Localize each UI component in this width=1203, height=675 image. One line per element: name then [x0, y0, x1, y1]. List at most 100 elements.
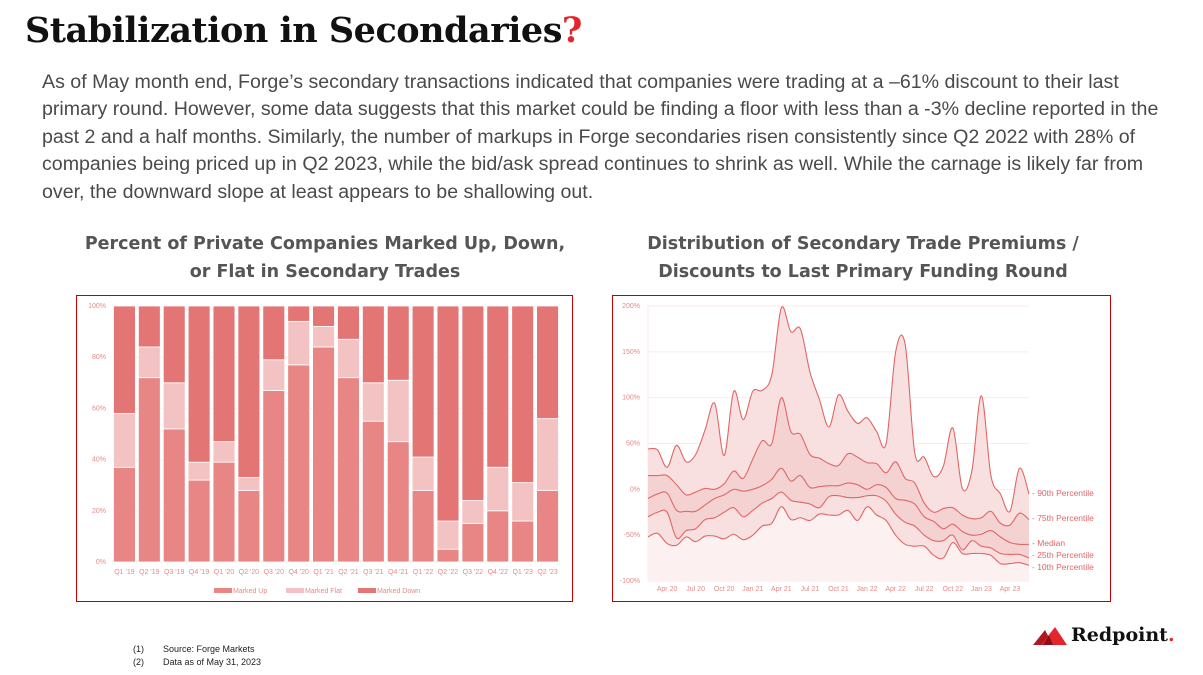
bar-segment-marked-up [262, 390, 286, 563]
bar-segment-marked-flat [486, 466, 510, 512]
y-tick-label: 150% [622, 349, 640, 356]
bar-segment-marked-flat [511, 482, 535, 522]
bar-segment-marked-flat [212, 441, 236, 463]
line-90th-percentile [647, 306, 1030, 513]
bar-segment-marked-down [386, 305, 410, 381]
line-median [647, 467, 1030, 546]
x-tick-label: Jul 22 [915, 586, 934, 593]
series-label: - Median [1032, 538, 1065, 548]
x-tick-label: Q1 '23 [512, 569, 533, 576]
bar-segment-marked-up [137, 377, 161, 563]
line-chart-title-line2: Discounts to Last Primary Funding Round [658, 262, 1068, 282]
x-tick-label: Q4 '20 [288, 569, 309, 576]
x-tick-label: Q1 '19 [114, 569, 135, 576]
bar-chart-title: Percent of Private Companies Marked Up, … [60, 230, 590, 286]
x-tick-label: Oct 22 [942, 586, 963, 593]
bar-segment-marked-down [461, 305, 485, 501]
bar-segment-marked-down [361, 305, 385, 384]
bar-segment-marked-flat [536, 418, 559, 491]
redpoint-logo: Redpoint. [1033, 624, 1175, 646]
footnote-number: (1) [133, 644, 144, 654]
bar-segment-marked-up [361, 420, 385, 563]
bar-segment-marked-flat [312, 326, 335, 348]
x-tick-label: Q3 '20 [264, 569, 285, 576]
x-tick-label: Q1 '21 [313, 569, 334, 576]
bar-segment-marked-up [486, 510, 510, 563]
y-tick-label: 0% [630, 486, 640, 493]
line-chart-svg: 200% 150% 100% 50% 0% -50% -100% Apr 20 Jul 20 Oc… [620, 303, 1094, 593]
series-label: - 90th Percentile [1032, 488, 1094, 498]
bar-segment-marked-down [262, 305, 286, 361]
x-tick-label: Q2 '20 [239, 569, 260, 576]
bar-segment-marked-up [436, 548, 460, 563]
footnote-text: Source: Forge Markets [163, 644, 255, 654]
bar-segment-marked-flat [411, 456, 435, 491]
x-tick-label: Q1 '22 [413, 569, 434, 576]
line-10th-percentile [647, 506, 1030, 566]
logo-text: Redpoint [1071, 624, 1168, 646]
bar-segment-marked-down [137, 305, 161, 348]
y-tick-label: -100% [620, 578, 640, 585]
bar-segment-marked-down [436, 305, 460, 522]
footnote-text: Data as of May 31, 2023 [163, 657, 262, 667]
footnote-number: (2) [133, 657, 144, 667]
area-below-10th [648, 506, 1029, 581]
bar-segment-marked-down [511, 305, 535, 484]
x-tick-label: Q3 '22 [463, 569, 484, 576]
bar-chart-svg: 0% 20% 40% 60% 80% 100% Q1 '19 Q2 '19 Q3 '19 Q4 '… [88, 303, 560, 595]
series-label: - 10th Percentile [1032, 562, 1094, 572]
bar-chart: 0% 20% 40% 60% 80% 100% Q1 '19 Q2 '19 Q3 '19 Q4 '… [76, 295, 573, 602]
x-tick-label: Jan 21 [742, 586, 763, 593]
y-tick-label: 60% [92, 405, 106, 412]
bar-segment-marked-down [486, 305, 510, 468]
x-tick-label: Q2 '19 [139, 569, 160, 576]
bar-chart-title-line2: or Flat in Secondary Trades [189, 262, 461, 282]
band-25th-75th [648, 397, 1029, 559]
bar-segment-marked-flat [337, 338, 360, 379]
bar-segment-marked-up [337, 377, 360, 563]
bar-segment-marked-up [411, 489, 435, 563]
bar-segment-marked-flat [187, 461, 211, 481]
footnote-2: (2) Data as of May 31, 2023 [133, 656, 261, 669]
page-title: Stabilization in Secondaries? [25, 10, 582, 51]
line-chart: 200% 150% 100% 50% 0% -50% -100% Apr 20 Jul 20 Oc… [612, 295, 1111, 602]
bar-segment-marked-down [287, 305, 311, 322]
bar-segment-marked-down [312, 305, 335, 327]
x-tick-label: Apr 22 [885, 586, 906, 593]
bar-chart-title-line1: Percent of Private Companies Marked Up, … [84, 234, 566, 254]
bar-segment-marked-up [237, 489, 261, 563]
bar-segment-marked-flat [113, 413, 136, 468]
bar-segment-marked-down [212, 305, 236, 443]
bar-segment-marked-flat [386, 379, 410, 443]
bar-segment-marked-down [162, 305, 186, 384]
logo-dot: . [1167, 624, 1175, 646]
title-question-mark: ? [561, 10, 583, 51]
bar-segment-marked-up [386, 441, 410, 563]
footnotes: (1) Source: Forge Markets (2) Data as of M… [133, 643, 261, 669]
x-tick-label: Jan 22 [857, 586, 878, 593]
bar-segment-marked-up [461, 523, 485, 563]
bar-segment-marked-down [536, 305, 559, 420]
x-tick-label: Q2 '21 [338, 569, 359, 576]
y-tick-label: 100% [622, 395, 640, 402]
bar-segment-marked-flat [262, 359, 286, 391]
y-tick-label: 100% [88, 303, 106, 310]
x-tick-label: Q3 '19 [164, 569, 185, 576]
bar-segment-marked-flat [162, 382, 186, 430]
y-tick-label: -50% [624, 532, 640, 539]
legend-swatch [214, 588, 232, 593]
legend-label: Marked Flat [305, 588, 342, 595]
x-tick-label: Q2 '23 [537, 569, 558, 576]
x-tick-label: Jul 20 [686, 586, 705, 593]
bar-segment-marked-flat [461, 500, 485, 524]
x-tick-label: Jul 21 [801, 586, 820, 593]
x-tick-label: Q3 '21 [363, 569, 384, 576]
x-tick-label: Oct 21 [828, 586, 849, 593]
bar-segment-marked-flat [361, 382, 385, 422]
bar-segment-marked-up [287, 364, 311, 563]
bar-segment-marked-down [337, 305, 360, 340]
line-25th-percentile [647, 491, 1030, 559]
bar-segment-marked-up [113, 466, 136, 563]
x-tick-label: Q1 '20 [214, 569, 235, 576]
line-chart-title-line1: Distribution of Secondary Trade Premiums… [647, 234, 1079, 254]
